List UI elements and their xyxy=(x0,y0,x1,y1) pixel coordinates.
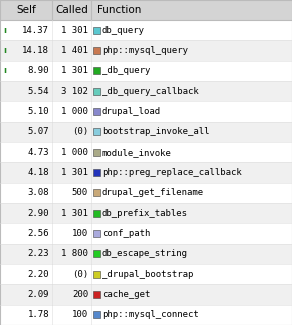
Bar xyxy=(0,305,292,325)
Text: drupal_load: drupal_load xyxy=(102,107,161,116)
Text: db_escape_string: db_escape_string xyxy=(102,249,188,258)
Text: 14.18: 14.18 xyxy=(22,46,49,55)
Text: 5.54: 5.54 xyxy=(27,87,49,96)
Bar xyxy=(0,264,292,284)
Text: 1.78: 1.78 xyxy=(27,310,49,319)
Text: ı: ı xyxy=(3,26,6,35)
Bar xyxy=(93,291,100,298)
Text: 3.08: 3.08 xyxy=(27,188,49,197)
Bar xyxy=(0,284,292,305)
Bar xyxy=(0,20,292,40)
Text: php::mysql_connect: php::mysql_connect xyxy=(102,310,199,319)
Bar xyxy=(0,244,292,264)
Text: 1 000: 1 000 xyxy=(61,148,88,157)
Bar xyxy=(0,0,292,20)
Text: _db_query_callback: _db_query_callback xyxy=(102,87,199,96)
Text: 1 800: 1 800 xyxy=(61,249,88,258)
Text: drupal_get_filename: drupal_get_filename xyxy=(102,188,204,197)
Text: 4.73: 4.73 xyxy=(27,148,49,157)
Bar xyxy=(0,142,292,162)
Bar xyxy=(93,128,100,135)
Text: 1 000: 1 000 xyxy=(61,107,88,116)
Bar xyxy=(0,101,292,122)
Bar xyxy=(0,122,292,142)
Text: module_invoke: module_invoke xyxy=(102,148,172,157)
Text: 500: 500 xyxy=(72,188,88,197)
Text: db_prefix_tables: db_prefix_tables xyxy=(102,209,188,218)
Bar xyxy=(93,27,100,34)
Text: (0): (0) xyxy=(72,270,88,279)
Bar xyxy=(93,189,100,196)
Text: 1 401: 1 401 xyxy=(61,46,88,55)
Bar xyxy=(93,271,100,278)
Bar xyxy=(0,162,292,183)
Text: ı: ı xyxy=(3,66,6,75)
Bar xyxy=(93,210,100,217)
Text: (0): (0) xyxy=(72,127,88,136)
Bar xyxy=(93,169,100,176)
Text: cache_get: cache_get xyxy=(102,290,150,299)
Bar xyxy=(93,311,100,318)
Text: 1 301: 1 301 xyxy=(61,26,88,35)
Text: Self: Self xyxy=(16,5,36,15)
Text: _drupal_bootstrap: _drupal_bootstrap xyxy=(102,270,193,279)
Bar xyxy=(93,67,100,74)
Text: 1 301: 1 301 xyxy=(61,168,88,177)
Text: 2.56: 2.56 xyxy=(27,229,49,238)
Text: 5.07: 5.07 xyxy=(27,127,49,136)
Text: conf_path: conf_path xyxy=(102,229,150,238)
Text: Function: Function xyxy=(97,5,141,15)
Text: 2.09: 2.09 xyxy=(27,290,49,299)
Text: 100: 100 xyxy=(72,310,88,319)
Text: 5.10: 5.10 xyxy=(27,107,49,116)
Bar xyxy=(0,223,292,244)
Text: 4.18: 4.18 xyxy=(27,168,49,177)
Bar xyxy=(0,183,292,203)
Text: _db_query: _db_query xyxy=(102,66,150,75)
Bar xyxy=(0,203,292,223)
Text: bootstrap_invoke_all: bootstrap_invoke_all xyxy=(102,127,209,136)
Text: 1 301: 1 301 xyxy=(61,66,88,75)
Bar xyxy=(93,250,100,257)
Bar xyxy=(93,88,100,95)
Bar xyxy=(93,47,100,54)
Text: 2.23: 2.23 xyxy=(27,249,49,258)
Text: 2.90: 2.90 xyxy=(27,209,49,218)
Bar xyxy=(0,61,292,81)
Bar xyxy=(0,81,292,101)
Bar xyxy=(93,108,100,115)
Bar xyxy=(93,230,100,237)
Text: 200: 200 xyxy=(72,290,88,299)
Text: php::preg_replace_callback: php::preg_replace_callback xyxy=(102,168,242,177)
Text: ı: ı xyxy=(3,46,6,55)
Text: db_query: db_query xyxy=(102,26,145,35)
Text: 3 102: 3 102 xyxy=(61,87,88,96)
Text: 2.20: 2.20 xyxy=(27,270,49,279)
Bar xyxy=(0,40,292,61)
Text: 8.90: 8.90 xyxy=(27,66,49,75)
Text: Called: Called xyxy=(55,5,88,15)
Text: php::mysql_query: php::mysql_query xyxy=(102,46,188,55)
Text: 1 301: 1 301 xyxy=(61,209,88,218)
Text: 100: 100 xyxy=(72,229,88,238)
Bar xyxy=(93,149,100,156)
Text: 14.37: 14.37 xyxy=(22,26,49,35)
